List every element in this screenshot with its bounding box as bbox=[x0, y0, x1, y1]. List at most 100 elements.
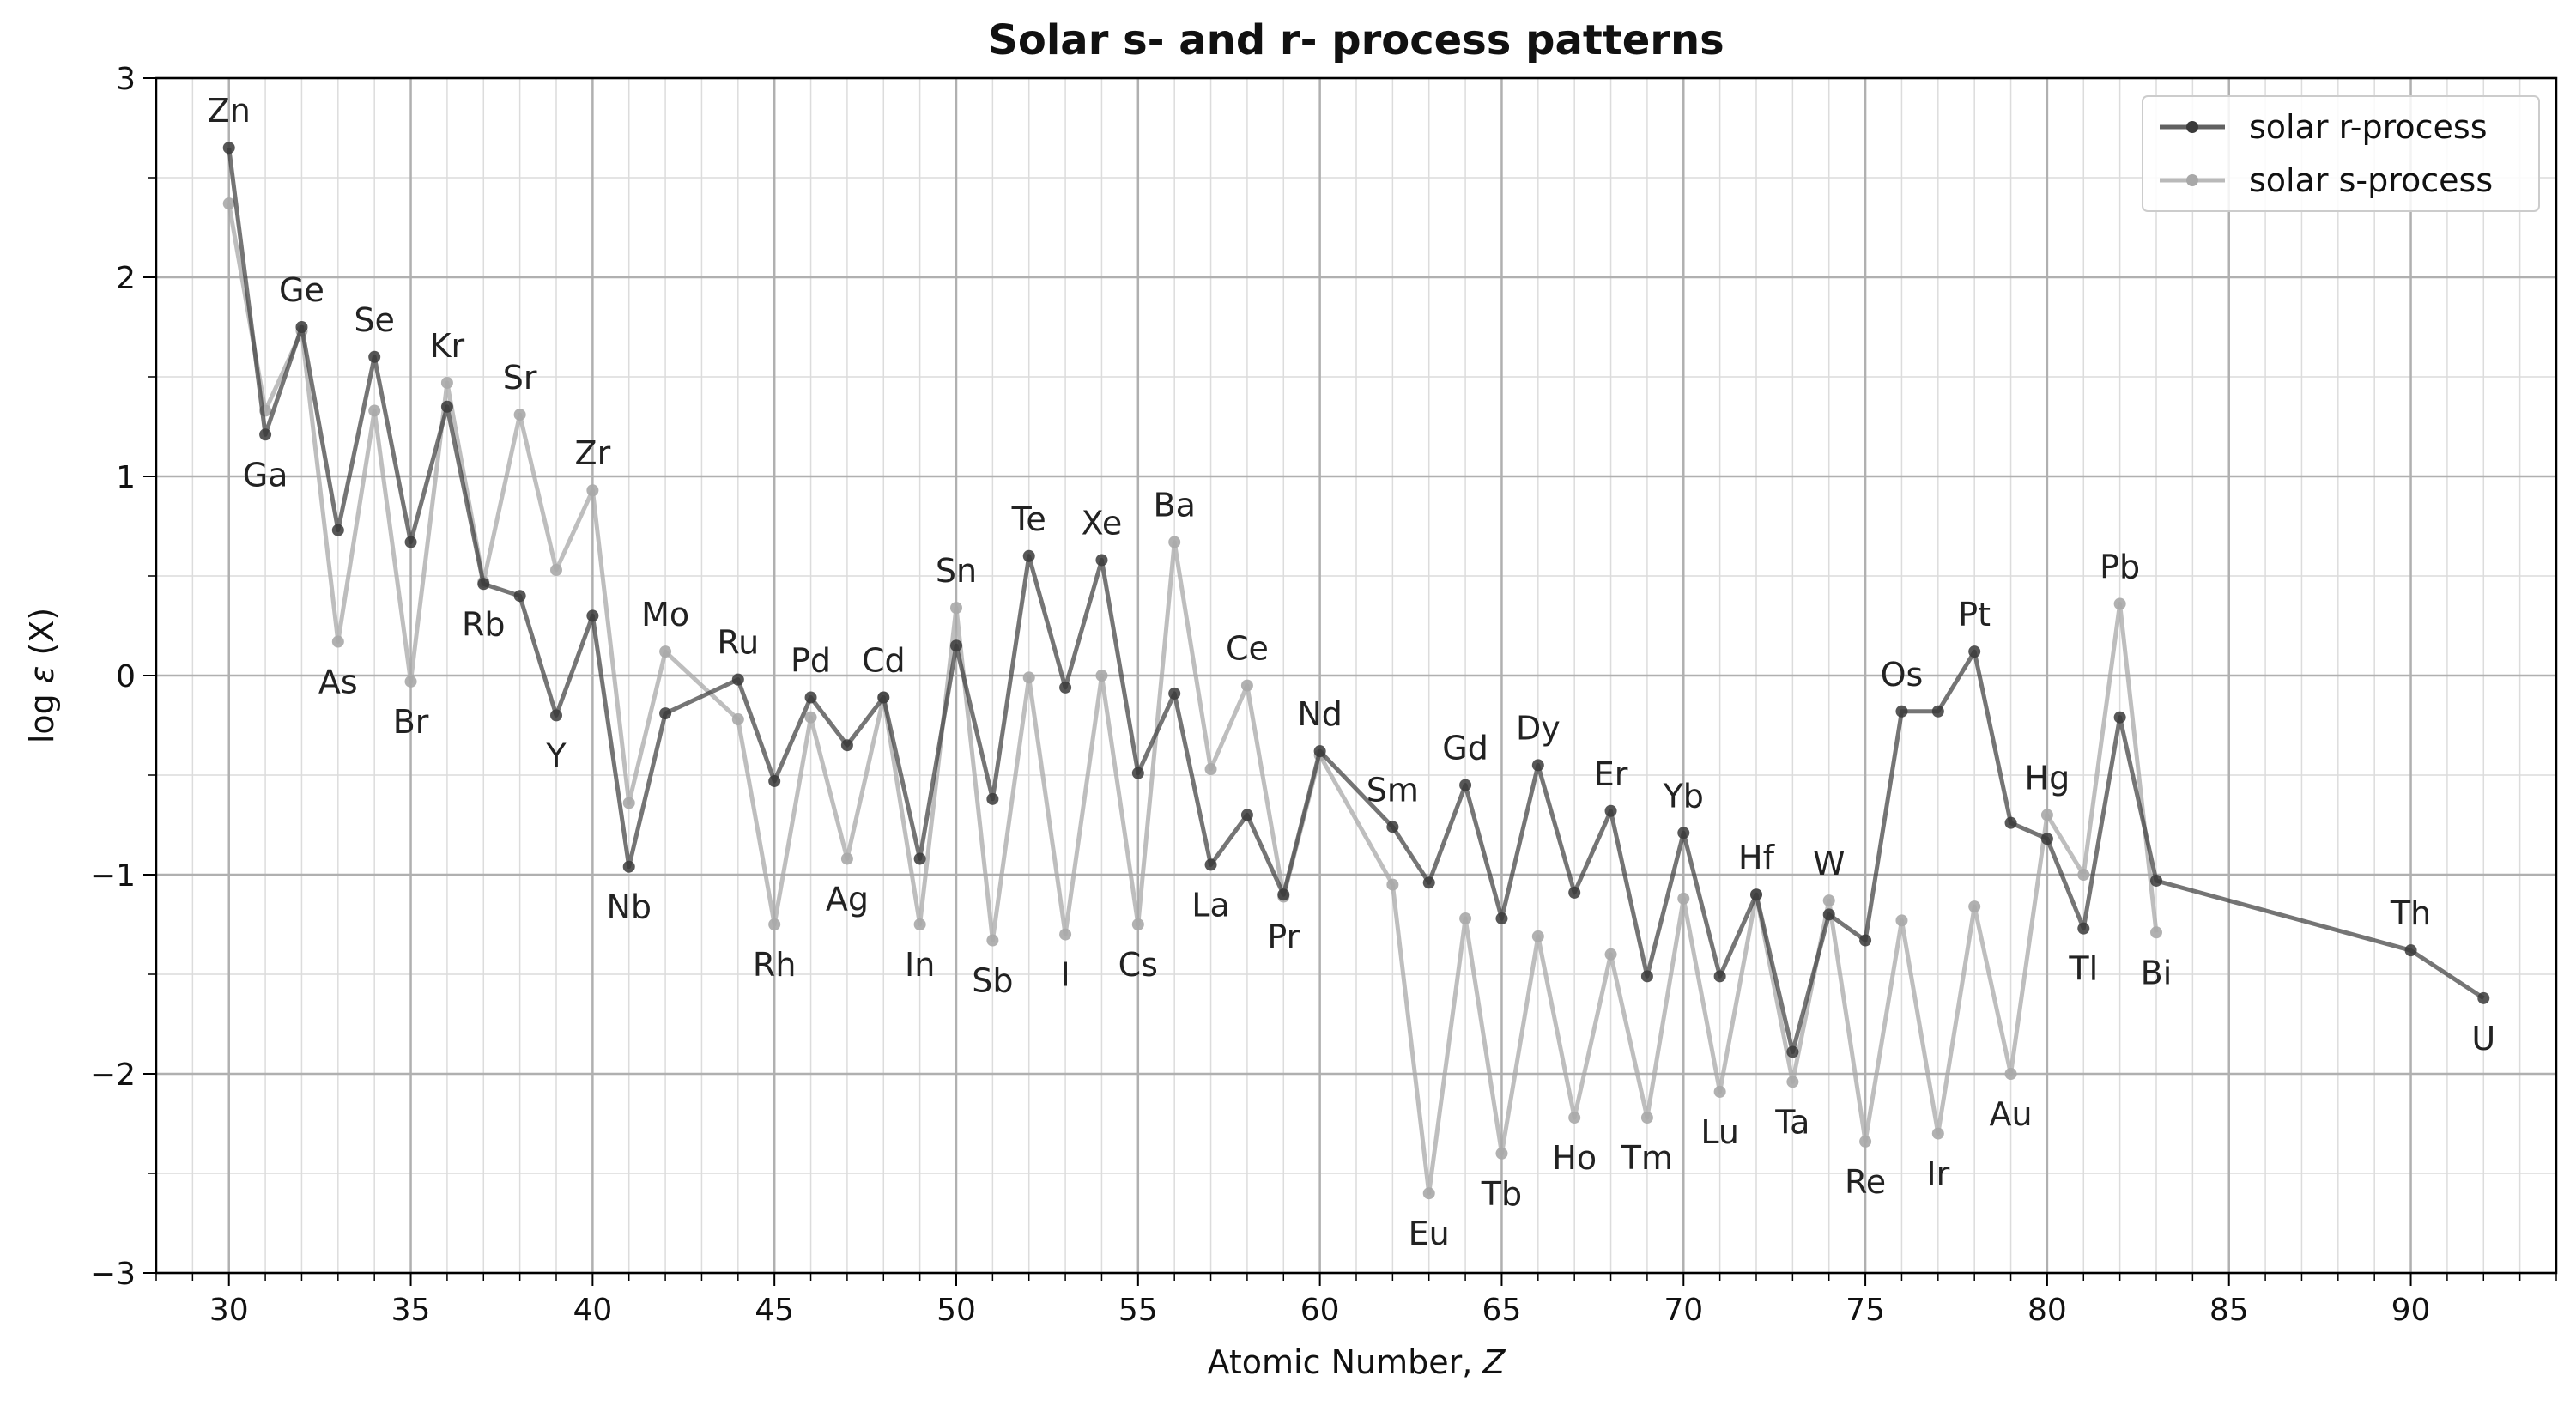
data-point bbox=[877, 691, 890, 704]
element-label: Ga bbox=[243, 456, 288, 494]
data-point bbox=[1568, 886, 1581, 899]
data-point bbox=[1386, 878, 1399, 891]
data-point bbox=[477, 578, 490, 591]
element-label: Hg bbox=[2025, 759, 2070, 797]
data-point bbox=[1604, 804, 1617, 817]
data-point bbox=[2404, 944, 2417, 957]
data-point bbox=[913, 918, 926, 930]
data-point bbox=[1750, 888, 1762, 901]
data-point bbox=[2040, 809, 2053, 821]
data-point bbox=[368, 404, 381, 417]
x-tick-label: 30 bbox=[209, 1293, 249, 1328]
data-point bbox=[2113, 711, 2126, 724]
series-line bbox=[227, 203, 2159, 1196]
data-point bbox=[913, 852, 926, 865]
data-point bbox=[1095, 670, 1108, 682]
y-axis-label: log ε (X) bbox=[23, 608, 61, 743]
x-tick-label: 45 bbox=[755, 1293, 794, 1328]
data-point bbox=[331, 524, 344, 536]
y-tick-label: 0 bbox=[116, 659, 136, 694]
data-point bbox=[1822, 894, 1835, 907]
data-point bbox=[1531, 930, 1544, 942]
element-label: Te bbox=[1011, 500, 1046, 538]
element-label: Rh bbox=[753, 946, 797, 984]
data-point bbox=[731, 713, 744, 726]
legend-marker bbox=[2186, 174, 2198, 186]
data-point bbox=[2077, 869, 2090, 881]
element-label: Br bbox=[393, 703, 429, 741]
element-label: Sm bbox=[1367, 771, 1419, 809]
element-label: Sn bbox=[936, 552, 977, 590]
data-point bbox=[550, 709, 562, 722]
data-point bbox=[1677, 892, 1690, 905]
y-axis-label-prefix: log bbox=[23, 683, 61, 743]
x-tick-label: 90 bbox=[2391, 1293, 2431, 1328]
element-label: Cd bbox=[862, 642, 906, 680]
legend-label: solar r-process bbox=[2249, 108, 2488, 146]
data-point bbox=[2077, 922, 2090, 935]
element-label: Ag bbox=[826, 880, 869, 918]
data-point bbox=[1931, 1127, 1944, 1140]
element-labels: Zn Ga Ge As Se Br Kr Rb Sr Y Zr Nb Mo Ru Rh Pd Ag Cd In Sn S… bbox=[208, 92, 2496, 1252]
data-point bbox=[259, 428, 272, 441]
element-label: I bbox=[1060, 956, 1070, 994]
legend: solar r-process solar s-process bbox=[2142, 95, 2540, 212]
data-point bbox=[1895, 914, 1908, 927]
element-label: Rb bbox=[462, 605, 506, 643]
element-label: Zn bbox=[208, 92, 251, 130]
element-label: Se bbox=[354, 301, 395, 339]
element-label: Dy bbox=[1516, 709, 1561, 747]
data-point bbox=[840, 739, 853, 752]
data-point bbox=[1240, 809, 1253, 821]
element-label: La bbox=[1191, 886, 1229, 924]
data-point bbox=[622, 860, 635, 873]
data-point bbox=[950, 639, 962, 652]
series-solar-s-process bbox=[222, 197, 2162, 1200]
element-label: Er bbox=[1594, 755, 1628, 793]
element-label: Mo bbox=[641, 596, 689, 633]
data-point bbox=[2040, 833, 2053, 845]
data-point bbox=[1095, 554, 1108, 567]
x-tick-label: 65 bbox=[1482, 1293, 1522, 1328]
data-point bbox=[1895, 705, 1908, 718]
data-point bbox=[2150, 926, 2162, 939]
data-point bbox=[2150, 874, 2162, 887]
data-point bbox=[768, 774, 781, 787]
data-point bbox=[804, 691, 817, 704]
data-point bbox=[1168, 687, 1181, 700]
data-point bbox=[622, 797, 635, 809]
data-point bbox=[1240, 679, 1253, 692]
data-point bbox=[1059, 928, 1072, 941]
element-label: Ir bbox=[1926, 1155, 1949, 1193]
data-point bbox=[1822, 908, 1835, 921]
y-tick-label: −1 bbox=[90, 858, 136, 894]
element-label: Au bbox=[1989, 1095, 2032, 1133]
axis-ticks: 30 35 40 45 50 55 60 65 70 75 80 85 90 −3 −2 −1 0 1 2 3 bbox=[90, 62, 2557, 1328]
legend-entries: solar r-process solar s-process bbox=[2160, 108, 2493, 199]
x-axis-label-text: Atomic Number, bbox=[1208, 1343, 1483, 1381]
element-label: Nd bbox=[1297, 695, 1343, 733]
element-label: Nb bbox=[606, 888, 652, 926]
element-label: Ge bbox=[279, 271, 324, 309]
data-point bbox=[1640, 1112, 1653, 1124]
legend-entry: solar s-process bbox=[2160, 161, 2493, 199]
element-label: Tb bbox=[1481, 1175, 1522, 1213]
data-point bbox=[404, 675, 417, 688]
element-label: Pr bbox=[1267, 918, 1300, 956]
x-tick-label: 85 bbox=[2209, 1293, 2249, 1328]
chart-title: Solar s- and r- process patterns bbox=[988, 16, 1724, 64]
data-point bbox=[513, 409, 526, 421]
data-point bbox=[2477, 991, 2490, 1004]
series-solar-r-process bbox=[222, 142, 2490, 1058]
element-label: Sr bbox=[503, 359, 537, 397]
data-point bbox=[1131, 767, 1144, 779]
data-point bbox=[1531, 759, 1544, 772]
element-label: Lu bbox=[1700, 1113, 1739, 1151]
element-label: In bbox=[905, 946, 935, 984]
data-point bbox=[550, 564, 562, 577]
x-tick-label: 55 bbox=[1118, 1293, 1158, 1328]
data-point bbox=[1568, 1112, 1581, 1124]
y-tick-label: −3 bbox=[90, 1257, 136, 1292]
element-label: Pt bbox=[1958, 596, 1991, 633]
